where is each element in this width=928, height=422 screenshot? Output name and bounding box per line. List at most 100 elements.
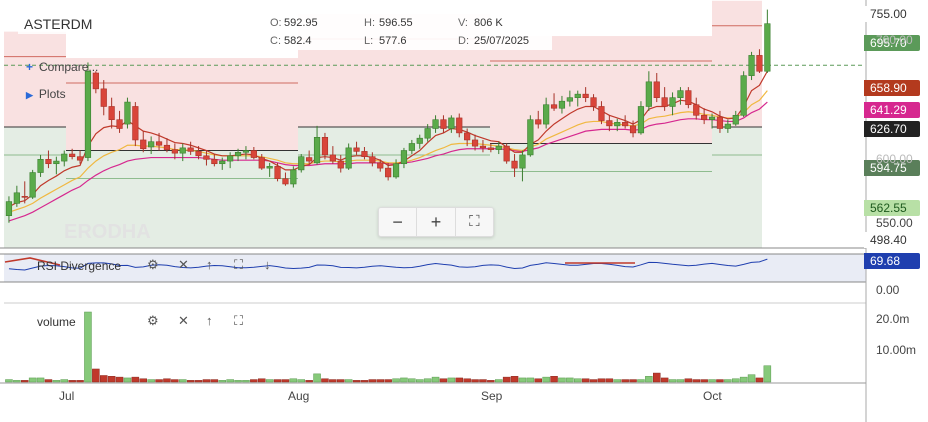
volume-bar — [13, 380, 21, 383]
resistance-zone — [490, 36, 712, 144]
volume-bar — [653, 372, 661, 383]
volume-bar — [526, 377, 535, 383]
close-key: C: — [270, 35, 281, 47]
candle-body — [179, 147, 186, 154]
candle-body — [456, 117, 463, 134]
volume-bar — [645, 376, 653, 383]
volume-bar — [5, 379, 13, 383]
candle-body — [187, 147, 194, 152]
candle-body — [353, 147, 360, 152]
candle-body — [471, 139, 479, 147]
volume-bar — [597, 378, 606, 383]
candle-body — [21, 196, 28, 198]
volume-bar — [218, 380, 226, 383]
candle-body — [424, 128, 431, 139]
volume-close-icon[interactable]: ✕ — [178, 313, 189, 328]
low-key: L: — [364, 35, 374, 47]
candle-body — [361, 151, 368, 157]
candle-body — [274, 166, 281, 179]
price-tag: 755.00 — [864, 6, 920, 22]
volume-bar — [258, 378, 266, 383]
volume-bar — [660, 377, 669, 383]
fullscreen-button[interactable]: ⛶ — [469, 213, 480, 230]
candle-body — [171, 149, 178, 154]
volume-bar — [297, 379, 305, 383]
volume-bar — [534, 378, 542, 383]
rsi-fullscreen-icon[interactable]: ⛶ — [234, 257, 244, 272]
zoom-out-button[interactable]: − — [379, 208, 418, 236]
volume-bar — [676, 379, 685, 383]
candle-body — [400, 150, 408, 165]
candle-body — [685, 90, 692, 106]
candle-body — [163, 144, 171, 150]
candle-body — [440, 119, 447, 129]
volume-bar — [337, 379, 345, 383]
volume-bar — [724, 379, 732, 383]
volume-bar — [739, 376, 748, 383]
high-value: 596.55 — [379, 17, 413, 29]
volume-bar — [202, 379, 211, 383]
x-axis-label: Aug — [288, 389, 310, 403]
volume-bar — [100, 375, 108, 383]
candle-body — [203, 155, 210, 160]
volume-bar — [668, 379, 677, 383]
volume-bar — [171, 379, 179, 383]
volume-axis-label: 0.00 — [876, 283, 900, 297]
volume-bar — [273, 379, 282, 383]
candle-body — [582, 93, 589, 98]
volume-bar — [329, 379, 337, 383]
volume-bar — [194, 380, 203, 383]
volume-bar — [305, 380, 313, 383]
volume-bar — [400, 377, 408, 383]
x-axis-label: Oct — [703, 389, 722, 403]
volume-bar — [115, 376, 124, 383]
volume-bar — [558, 377, 566, 383]
volume-bar — [68, 380, 76, 383]
candle-body — [535, 119, 542, 125]
candle-body — [337, 160, 344, 169]
zoom-controls: − + ⛶ — [378, 207, 494, 237]
candle-body — [701, 114, 708, 120]
candle-body — [527, 119, 534, 156]
candle-body — [598, 106, 605, 121]
rsi-move-up-icon[interactable]: ↑ — [206, 257, 213, 272]
candle-body — [211, 159, 218, 165]
candle-body — [416, 137, 423, 144]
candle-body — [748, 55, 755, 76]
volume-bar — [289, 378, 298, 383]
volume-bar — [518, 377, 527, 383]
volume-bar — [92, 368, 100, 383]
price-axis-label: 700.00 — [876, 33, 913, 47]
volume-gear-icon[interactable]: ⚙ — [147, 313, 159, 328]
candle-body — [732, 114, 739, 125]
volume-move-up-icon[interactable]: ↑ — [206, 313, 213, 328]
volume-bar — [732, 378, 740, 383]
volume-bar — [376, 379, 384, 383]
candle-body — [76, 156, 84, 161]
candle-body — [148, 141, 155, 148]
volume-bar — [637, 379, 645, 383]
candle-body — [298, 156, 305, 171]
candle-body — [606, 120, 613, 127]
candle-body — [84, 70, 92, 158]
zoom-in-button[interactable]: + — [417, 208, 456, 236]
candle-body — [13, 192, 20, 204]
rsi-move-down-icon[interactable]: ↓ — [264, 257, 271, 272]
price-axis-label: 550.00 — [876, 216, 913, 230]
volume-bar — [566, 377, 574, 383]
price-tag: 594.75 — [864, 160, 920, 176]
compare-label: Compare... — [39, 60, 99, 74]
volume-fullscreen-icon[interactable]: ⛶ — [234, 313, 244, 328]
candle-body — [669, 97, 676, 107]
volume-bar — [234, 380, 242, 383]
candle-body — [566, 97, 573, 102]
rsi-close-icon[interactable]: ✕ — [178, 257, 189, 272]
compare-button[interactable]: + Compare... — [26, 60, 98, 74]
price-tag: 641.29 — [864, 102, 920, 118]
volume-bar — [147, 379, 155, 383]
plots-button[interactable]: ▶ Plots — [26, 87, 66, 101]
candle-body — [495, 145, 502, 150]
candle-body — [385, 167, 392, 178]
rsi-gear-icon[interactable]: ⚙ — [147, 257, 159, 272]
volume-bar — [139, 378, 147, 383]
